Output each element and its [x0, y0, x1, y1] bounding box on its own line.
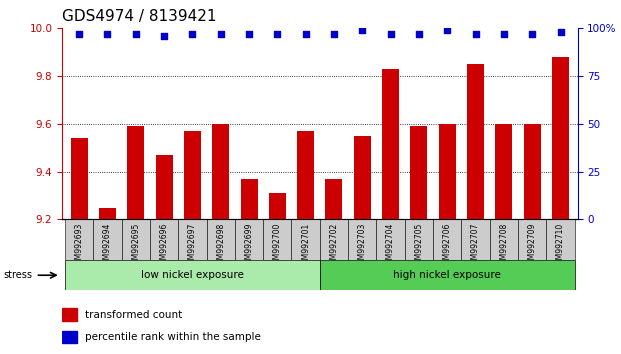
- Text: percentile rank within the sample: percentile rank within the sample: [85, 332, 261, 342]
- Text: GSM992706: GSM992706: [443, 223, 451, 269]
- Bar: [461, 219, 490, 260]
- Point: [386, 31, 396, 37]
- Point: [244, 31, 254, 37]
- Text: GSM992702: GSM992702: [330, 223, 338, 269]
- Bar: [263, 219, 291, 260]
- Point: [414, 31, 424, 37]
- Bar: [354, 136, 371, 219]
- Text: GSM992697: GSM992697: [188, 223, 197, 269]
- Bar: [93, 219, 122, 260]
- Bar: [62, 308, 76, 321]
- Bar: [297, 131, 314, 219]
- Text: high nickel exposure: high nickel exposure: [393, 270, 501, 280]
- Bar: [439, 124, 456, 219]
- Text: GSM992708: GSM992708: [499, 223, 509, 269]
- Point: [215, 31, 225, 37]
- Point: [499, 31, 509, 37]
- Bar: [376, 219, 405, 260]
- Bar: [99, 207, 116, 219]
- Bar: [65, 219, 93, 260]
- Point: [329, 31, 339, 37]
- Point: [159, 33, 169, 39]
- Bar: [240, 179, 258, 219]
- Bar: [433, 219, 461, 260]
- Bar: [127, 126, 144, 219]
- Point: [442, 27, 452, 33]
- Bar: [320, 219, 348, 260]
- Text: GSM992696: GSM992696: [160, 223, 168, 269]
- Text: GSM992703: GSM992703: [358, 223, 367, 269]
- Point: [357, 27, 367, 33]
- Point: [188, 31, 197, 37]
- Text: GSM992698: GSM992698: [216, 223, 225, 269]
- Text: GSM992710: GSM992710: [556, 223, 565, 269]
- Bar: [235, 219, 263, 260]
- Point: [273, 31, 283, 37]
- Bar: [65, 260, 320, 290]
- Bar: [496, 124, 512, 219]
- Bar: [320, 260, 574, 290]
- Bar: [269, 193, 286, 219]
- Text: GSM992701: GSM992701: [301, 223, 310, 269]
- Text: GSM992693: GSM992693: [75, 223, 84, 269]
- Bar: [490, 219, 518, 260]
- Bar: [524, 124, 541, 219]
- Text: stress: stress: [3, 270, 32, 280]
- Bar: [291, 219, 320, 260]
- Bar: [122, 219, 150, 260]
- Text: GSM992709: GSM992709: [528, 223, 537, 269]
- Point: [301, 31, 310, 37]
- Bar: [184, 131, 201, 219]
- Bar: [178, 219, 207, 260]
- Bar: [155, 155, 173, 219]
- Point: [74, 31, 84, 37]
- Bar: [207, 219, 235, 260]
- Bar: [382, 69, 399, 219]
- Bar: [325, 179, 342, 219]
- Bar: [212, 124, 229, 219]
- Text: GSM992707: GSM992707: [471, 223, 480, 269]
- Text: GSM992700: GSM992700: [273, 223, 282, 269]
- Point: [102, 31, 112, 37]
- Point: [556, 29, 566, 35]
- Text: GSM992705: GSM992705: [414, 223, 424, 269]
- Bar: [150, 219, 178, 260]
- Text: GSM992694: GSM992694: [103, 223, 112, 269]
- Text: low nickel exposure: low nickel exposure: [141, 270, 244, 280]
- Bar: [518, 219, 546, 260]
- Bar: [348, 219, 376, 260]
- Bar: [405, 219, 433, 260]
- Text: transformed count: transformed count: [85, 309, 183, 320]
- Point: [131, 31, 141, 37]
- Bar: [71, 138, 88, 219]
- Bar: [546, 219, 574, 260]
- Point: [471, 31, 481, 37]
- Bar: [410, 126, 427, 219]
- Text: GSM992699: GSM992699: [245, 223, 253, 269]
- Bar: [467, 64, 484, 219]
- Text: GSM992695: GSM992695: [131, 223, 140, 269]
- Text: GDS4974 / 8139421: GDS4974 / 8139421: [62, 9, 217, 24]
- Point: [527, 31, 537, 37]
- Text: GSM992704: GSM992704: [386, 223, 395, 269]
- Bar: [62, 331, 76, 343]
- Bar: [552, 57, 569, 219]
